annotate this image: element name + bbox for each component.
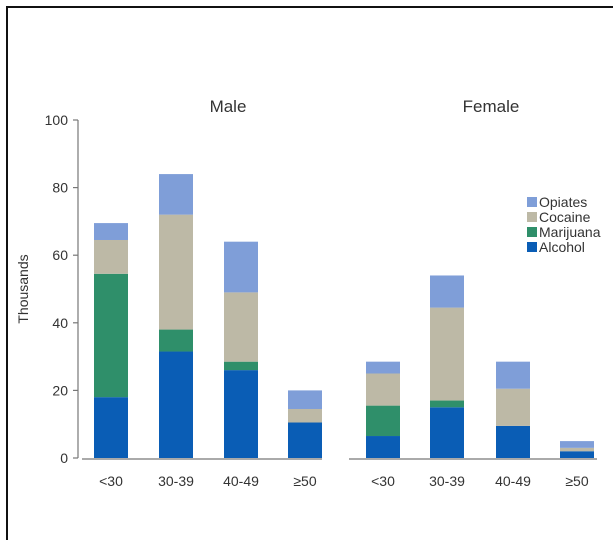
x-tick-label: 40-49 [223, 473, 259, 489]
bar-female-0-cocaine [366, 373, 400, 406]
panel-title-female: Female [463, 97, 520, 116]
x-tick-label: 40-49 [495, 473, 531, 489]
y-tick-label: 60 [52, 247, 68, 263]
bar-male-2-opiates [224, 241, 258, 293]
bar-female-2-cocaine [496, 388, 530, 426]
bar-male-0-cocaine [94, 239, 128, 274]
legend-swatch-alcohol [527, 242, 537, 252]
bar-female-2-opiates [496, 361, 530, 389]
bar-male-0-opiates [94, 223, 128, 240]
bar-male-1-marijuana [159, 329, 193, 352]
bar-female-1-opiates [430, 275, 464, 308]
legend-label-cocaine: Cocaine [539, 209, 591, 225]
x-tick-label: <30 [371, 473, 395, 489]
bar-female-1-cocaine [430, 307, 464, 401]
bar-female-0-opiates [366, 361, 400, 374]
y-tick-label: 40 [52, 315, 68, 331]
figure-frame [6, 6, 613, 540]
bar-male-2-cocaine [224, 292, 258, 362]
bar-female-2-alcohol [496, 425, 530, 458]
legend-label-alcohol: Alcohol [539, 239, 585, 255]
legend-swatch-marijuana [527, 227, 537, 237]
bar-female-1-alcohol [430, 407, 464, 458]
legend-label-marijuana: Marijuana [539, 224, 601, 240]
bar-male-1-cocaine [159, 214, 193, 330]
bar-male-3-opiates [288, 390, 322, 409]
legend-label-opiates: Opiates [539, 194, 587, 210]
bar-male-2-marijuana [224, 361, 258, 371]
bar-male-0-alcohol [94, 397, 128, 458]
bar-male-3-cocaine [288, 408, 322, 423]
x-tick-label: ≥50 [565, 473, 588, 489]
y-tick-label: 0 [60, 450, 68, 466]
panel-title-male: Male [210, 97, 247, 116]
x-tick-label: 30-39 [158, 473, 194, 489]
bar-female-0-marijuana [366, 405, 400, 437]
x-tick-label: <30 [99, 473, 123, 489]
bar-female-3-alcohol [560, 451, 594, 458]
bar-male-1-alcohol [159, 351, 193, 458]
bar-male-3-alcohol [288, 422, 322, 458]
bar-male-0-marijuana [94, 273, 128, 398]
y-tick-label: 80 [52, 180, 68, 196]
bar-female-3-cocaine [560, 447, 594, 452]
y-tick-label: 100 [45, 112, 69, 128]
y-axis-title: Thousands [15, 254, 31, 323]
bar-male-2-alcohol [224, 370, 258, 458]
bar-female-3-opiates [560, 441, 594, 448]
x-tick-label: ≥50 [293, 473, 316, 489]
bar-female-0-alcohol [366, 436, 400, 458]
y-tick-label: 20 [52, 382, 68, 398]
bar-male-1-opiates [159, 174, 193, 215]
x-tick-label: 30-39 [429, 473, 465, 489]
legend-swatch-opiates [527, 197, 537, 207]
bar-female-1-marijuana [430, 400, 464, 408]
legend-swatch-cocaine [527, 212, 537, 222]
